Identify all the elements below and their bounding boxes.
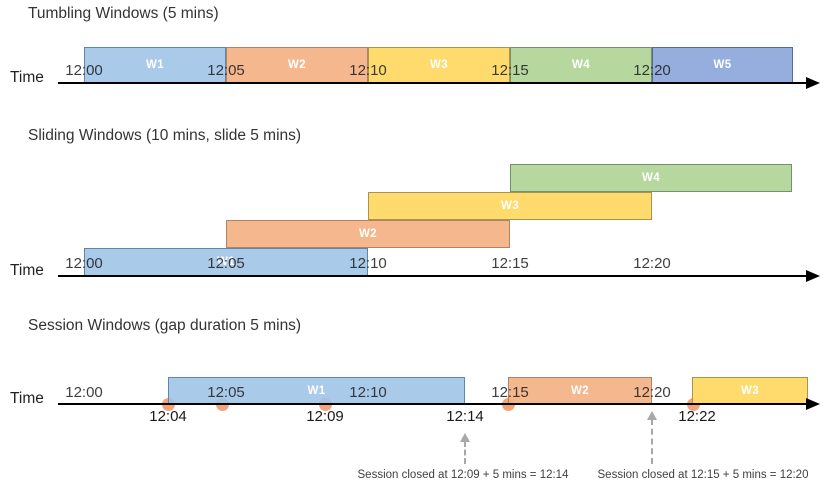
time-axis-label: Time xyxy=(10,390,44,407)
tick-label: 12:10 xyxy=(349,255,387,272)
up-arrow-icon xyxy=(460,433,470,442)
section-title: Tumbling Windows (5 mins) xyxy=(28,5,219,22)
window-label: W2 xyxy=(358,228,378,240)
tick-label: 12:15 xyxy=(491,62,529,79)
window-w3: W3 xyxy=(368,192,652,220)
window-w1: W1 xyxy=(84,47,226,83)
section-title: Sliding Windows (10 mins, slide 5 mins) xyxy=(28,127,302,144)
window-w5: W5 xyxy=(652,47,793,83)
window-w2: W2 xyxy=(226,47,368,83)
window-label: W4 xyxy=(571,59,591,71)
window-label: W3 xyxy=(740,384,760,397)
window-label: W3 xyxy=(500,200,520,212)
timeline-arrowhead-icon xyxy=(806,270,820,282)
window-label: W5 xyxy=(713,59,732,71)
window-label: W4 xyxy=(641,172,661,184)
timeline-arrowhead-icon xyxy=(806,77,820,89)
up-arrow-dashed-line xyxy=(651,419,653,464)
window-label: W2 xyxy=(570,384,590,397)
time-axis-label: Time xyxy=(10,262,44,279)
section-title: Session Windows (gap duration 5 mins) xyxy=(28,317,302,334)
event-time-label: 12:04 xyxy=(149,408,187,425)
tick-label: 12:00 xyxy=(65,384,103,401)
window-label: W1 xyxy=(216,256,236,268)
tick-label: 12:10 xyxy=(349,384,387,401)
timeline-axis xyxy=(58,403,808,405)
window-label: W1 xyxy=(145,59,165,71)
up-arrow-icon xyxy=(647,411,657,420)
window-w2: W2 xyxy=(508,377,652,404)
timeline-axis xyxy=(58,275,808,277)
tick-label: 12:05 xyxy=(207,384,245,401)
window-w4: W4 xyxy=(510,47,652,83)
window-w3: W3 xyxy=(368,47,510,83)
timeline-arrowhead-icon xyxy=(806,398,820,410)
tick-label: 12:00 xyxy=(65,62,103,79)
window-label: W2 xyxy=(287,59,307,71)
event-time-label: 12:09 xyxy=(306,408,344,425)
window-label: W1 xyxy=(307,384,326,397)
tick-label: 12:15 xyxy=(491,384,529,401)
session-closed-annotation: Session closed at 12:15 + 5 mins = 12:20 xyxy=(597,469,809,481)
window-w2: W2 xyxy=(226,220,510,248)
tick-label: 12:05 xyxy=(207,255,245,272)
window-w3: W3 xyxy=(692,377,808,404)
tick-label: 12:00 xyxy=(65,255,103,272)
event-time-label: 12:14 xyxy=(446,408,484,425)
window-w4: W4 xyxy=(510,164,792,192)
tick-label: 12:10 xyxy=(349,62,387,79)
window-label: W3 xyxy=(429,59,449,71)
tick-label: 12:15 xyxy=(491,255,529,272)
timeline-axis xyxy=(58,82,808,84)
time-axis-label: Time xyxy=(10,69,44,86)
up-arrow-dashed-line xyxy=(464,441,466,464)
tick-label: 12:20 xyxy=(633,62,671,79)
tick-label: 12:05 xyxy=(207,62,245,79)
window-w1: W1 xyxy=(84,248,368,276)
session-closed-annotation: Session closed at 12:09 + 5 mins = 12:14 xyxy=(357,469,569,481)
tick-label: 12:20 xyxy=(633,384,671,401)
tick-label: 12:20 xyxy=(633,255,671,272)
event-time-label: 12:22 xyxy=(678,408,716,425)
